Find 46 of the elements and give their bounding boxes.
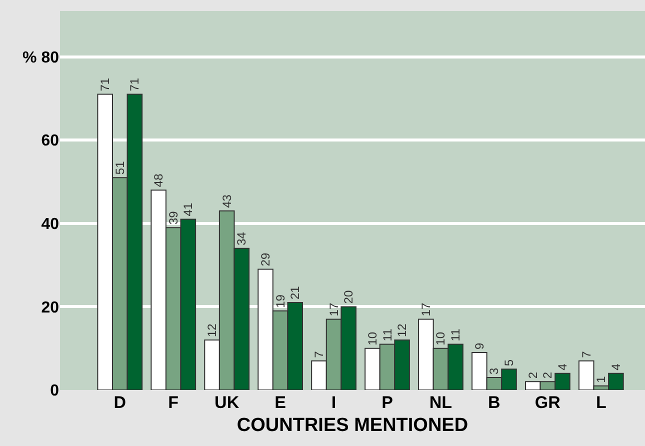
data-label: 4 (608, 363, 623, 370)
data-label: 19 (273, 294, 288, 308)
data-label: 39 (166, 210, 180, 225)
x-tick-label: GR (534, 393, 560, 412)
data-label: 51 (112, 160, 127, 175)
x-tick-label: D (114, 393, 126, 412)
x-tick-label: L (596, 393, 606, 412)
data-label: 3 (487, 368, 502, 375)
data-label: 7 (579, 350, 594, 358)
data-label: 71 (98, 78, 112, 92)
y-tick-label: 60 (41, 132, 60, 150)
data-label: 21 (288, 286, 302, 300)
data-label: 9 (472, 342, 486, 350)
data-label: 41 (181, 202, 196, 216)
x-tick-label: I (331, 393, 336, 412)
data-label: 17 (418, 302, 433, 316)
data-label: 12 (395, 323, 410, 338)
data-label: 17 (326, 302, 341, 316)
data-label: 20 (342, 290, 356, 304)
x-tick-label: P (382, 393, 393, 412)
data-label: 10 (365, 332, 380, 346)
data-label: 1 (594, 376, 608, 383)
data-label: 10 (434, 332, 448, 346)
data-label: 11 (380, 328, 394, 342)
y-tick-label: 0 (50, 382, 60, 400)
y-tick-label: 20 (41, 299, 60, 316)
data-label: 34 (234, 232, 249, 246)
x-tick-label: NL (429, 393, 452, 412)
data-label: 43 (220, 194, 234, 208)
x-tick-label: E (274, 393, 286, 412)
data-label: 5 (502, 359, 516, 366)
x-tick-label: UK (214, 393, 240, 412)
data-label: 11 (448, 328, 463, 342)
data-label: 2 (526, 372, 540, 379)
data-label: 71 (128, 78, 142, 92)
data-label: 2 (540, 372, 555, 379)
data-label: 12 (205, 323, 220, 338)
x-axis-title: COUNTRIES MENTIONED (236, 414, 468, 436)
x-tick-label: F (168, 393, 179, 412)
x-tick-label: B (488, 393, 500, 412)
data-label: 4 (555, 363, 570, 370)
data-label: 29 (258, 252, 273, 266)
y-tick-label: 40 (41, 216, 60, 234)
y-tick-label: % 80 (22, 49, 60, 66)
data-label: 7 (312, 350, 326, 358)
data-label: 48 (152, 173, 166, 188)
